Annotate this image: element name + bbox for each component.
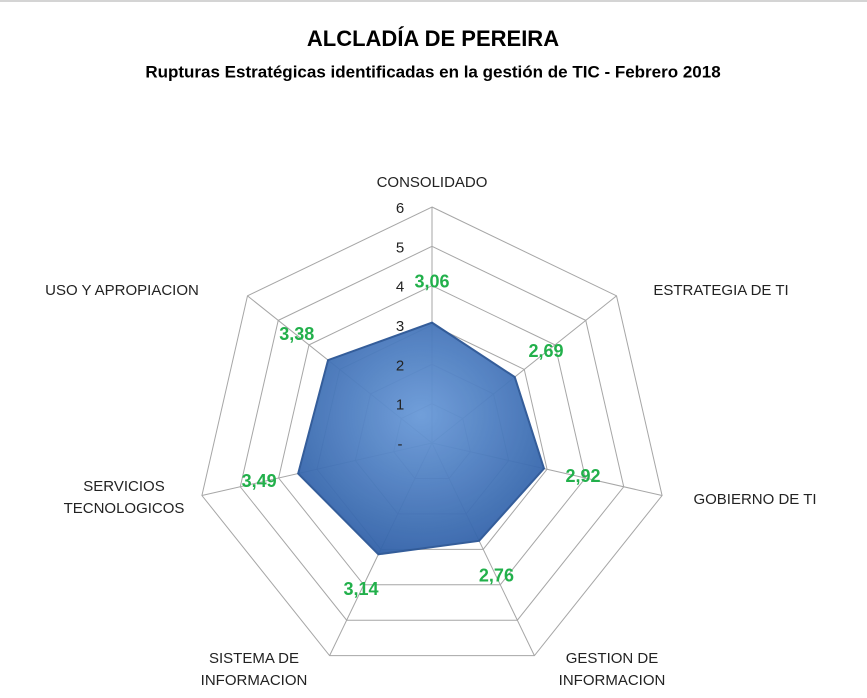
category-label: GOBIERNO DE TI bbox=[693, 491, 817, 508]
r-tick-label: 4 bbox=[396, 279, 404, 296]
value-label: 2,69 bbox=[528, 341, 563, 361]
value-label: 3,06 bbox=[414, 271, 449, 291]
grid-ring bbox=[239, 245, 625, 621]
category-label: SISTEMA DE INFORMACION bbox=[200, 650, 308, 689]
category-label: GESTION DE INFORMACION bbox=[558, 650, 666, 689]
chart-title: ALCLADÍA DE PEREIRA bbox=[307, 26, 559, 51]
value-label: 3,38 bbox=[279, 324, 314, 344]
value-label: 3,14 bbox=[344, 579, 379, 599]
radar-area bbox=[297, 321, 546, 556]
category-label: USO Y APROPIACION bbox=[45, 282, 199, 299]
r-tick-label: 3 bbox=[396, 318, 404, 335]
chart-subtitle: Rupturas Estratégicas identificadas en l… bbox=[145, 62, 720, 81]
r-tick-label: 5 bbox=[396, 239, 404, 256]
category-label: SERVICIOS TECNOLOGICOS bbox=[63, 478, 185, 517]
grid-ring bbox=[278, 285, 586, 586]
category-label: ESTRATEGIA DE TI bbox=[653, 282, 789, 299]
r-tick-label: 1 bbox=[396, 397, 404, 414]
r-tick-label: 6 bbox=[396, 200, 404, 217]
value-label: 2,76 bbox=[479, 566, 514, 586]
r-tick-label: - bbox=[398, 436, 403, 453]
category-label: CONSOLIDADO bbox=[376, 174, 488, 191]
value-label: 2,92 bbox=[565, 466, 600, 486]
grid-ring bbox=[201, 206, 663, 657]
r-tick-label: 2 bbox=[396, 357, 404, 374]
value-label: 3,49 bbox=[242, 471, 277, 491]
